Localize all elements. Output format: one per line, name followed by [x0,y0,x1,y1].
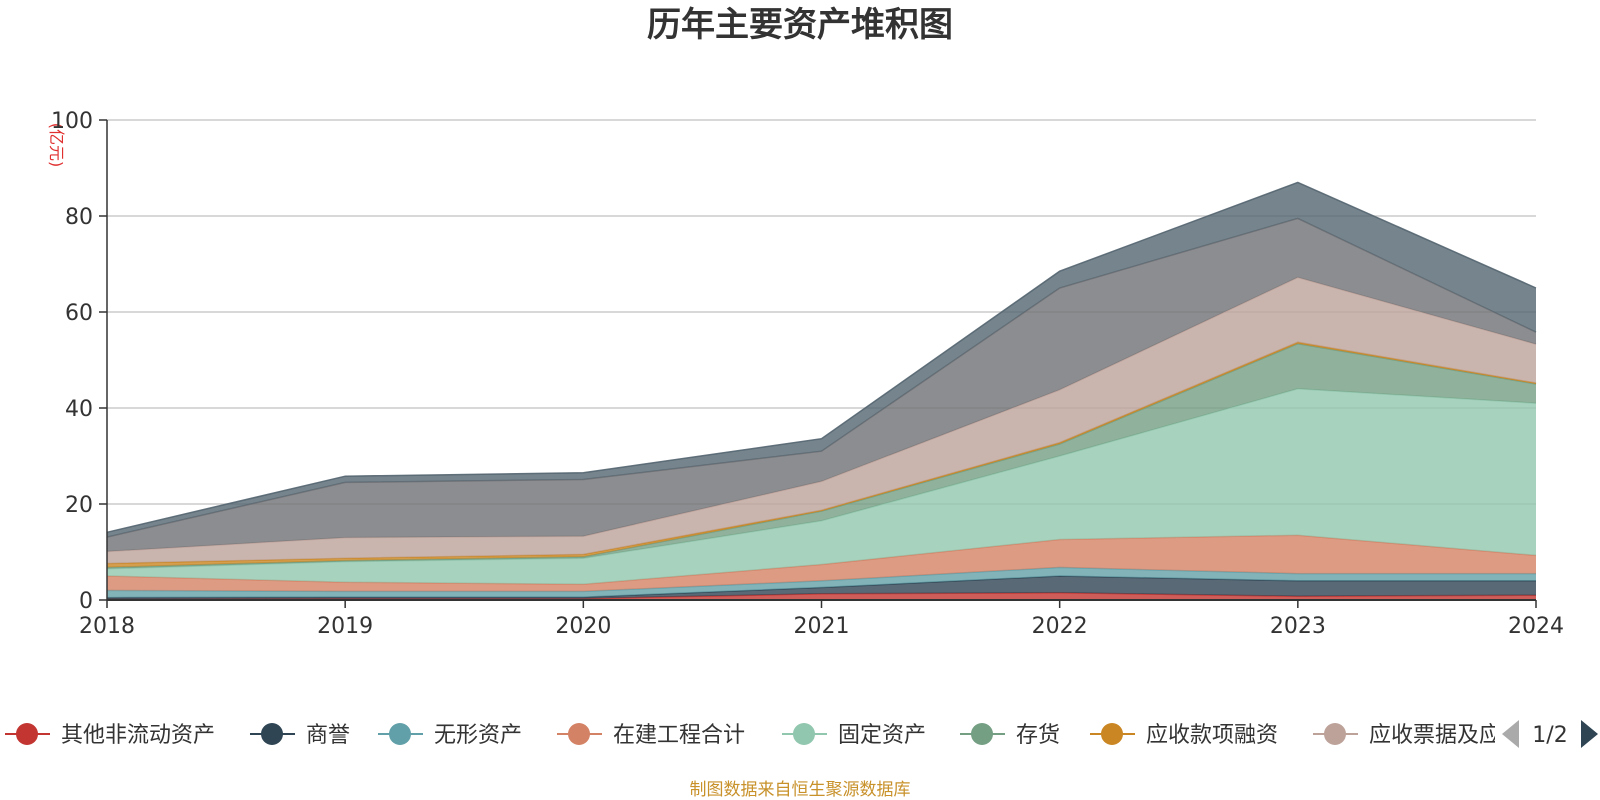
legend-marker-icon [1324,723,1346,745]
x-tick-label: 2018 [79,614,135,639]
legend-prev-icon[interactable] [1502,720,1519,748]
legend-item[interactable]: 其他非流动资产 [5,723,215,748]
source-note: 制图数据来自恒生聚源数据库 [690,780,911,800]
legend-label: 应收票据及应收账款 [1369,723,1567,748]
legend-item[interactable]: 存货 [960,723,1060,748]
legend-next-icon[interactable] [1581,720,1598,748]
y-tick-label: 40 [65,397,93,422]
chart-title: 历年主要资产堆积图 [647,5,953,45]
y-axis-unit: (亿元) [47,123,66,168]
area-series-货币资金[interactable] [107,218,1536,552]
legend-label: 固定资产 [838,723,926,748]
legend-item[interactable]: 应收票据及应收账款 [1313,723,1567,748]
area-series-应收票据及应收账款[interactable] [107,277,1536,564]
legend-item[interactable]: 固定资产 [782,723,926,748]
legend-item[interactable]: 应收款项融资 [1090,723,1278,748]
x-tick-label: 2023 [1270,614,1326,639]
legend-label: 无形资产 [434,723,522,748]
legend: 其他非流动资产 商誉 无形资产 在建工程合计 固定资产 存货 应收款项融资 应收票据及应收账款 [5,723,1567,748]
x-tick-label: 2021 [794,614,850,639]
legend-marker-icon [261,723,283,745]
legend-item[interactable]: 商誉 [250,723,350,748]
legend-pager: 1/2 [1502,720,1598,748]
y-tick-label: 80 [65,205,93,230]
area-series-其他资产[interactable] [107,182,1536,538]
legend-label: 商誉 [306,723,350,748]
legend-marker-icon [1101,723,1123,745]
area-series-在建工程合计[interactable] [107,535,1536,592]
axes: 0 20 40 60 80 100 2018 2019 2020 2021 2022 2023 2024 [51,109,1564,639]
legend-label: 其他非流动资产 [61,723,215,748]
area-series-存货[interactable] [107,343,1536,569]
legend-label: 应收款项融资 [1146,723,1278,748]
x-tick-label: 2024 [1508,614,1564,639]
x-tick-label: 2020 [555,614,611,639]
legend-item[interactable]: 在建工程合计 [557,723,745,748]
area-series-无形资产[interactable] [107,567,1536,598]
y-tick-label: 20 [65,493,93,518]
area-line-其他资产 [106,181,1537,534]
legend-marker-icon [389,723,411,745]
x-tick-label: 2019 [317,614,373,639]
y-tick-label: 100 [51,109,93,134]
y-tick-label: 0 [79,589,93,614]
legend-label: 在建工程合计 [613,723,745,748]
legend-item[interactable]: 无形资产 [378,723,522,748]
legend-marker-icon [971,723,993,745]
area-series-固定资产[interactable] [107,388,1536,585]
legend-label: 存货 [1016,723,1060,748]
legend-marker-icon [793,723,815,745]
area-series [106,181,1537,600]
legend-marker-icon [568,723,590,745]
legend-page-indicator: 1/2 [1532,723,1567,748]
x-tick-label: 2022 [1032,614,1088,639]
legend-marker-icon [16,723,38,745]
y-tick-label: 60 [65,301,93,326]
